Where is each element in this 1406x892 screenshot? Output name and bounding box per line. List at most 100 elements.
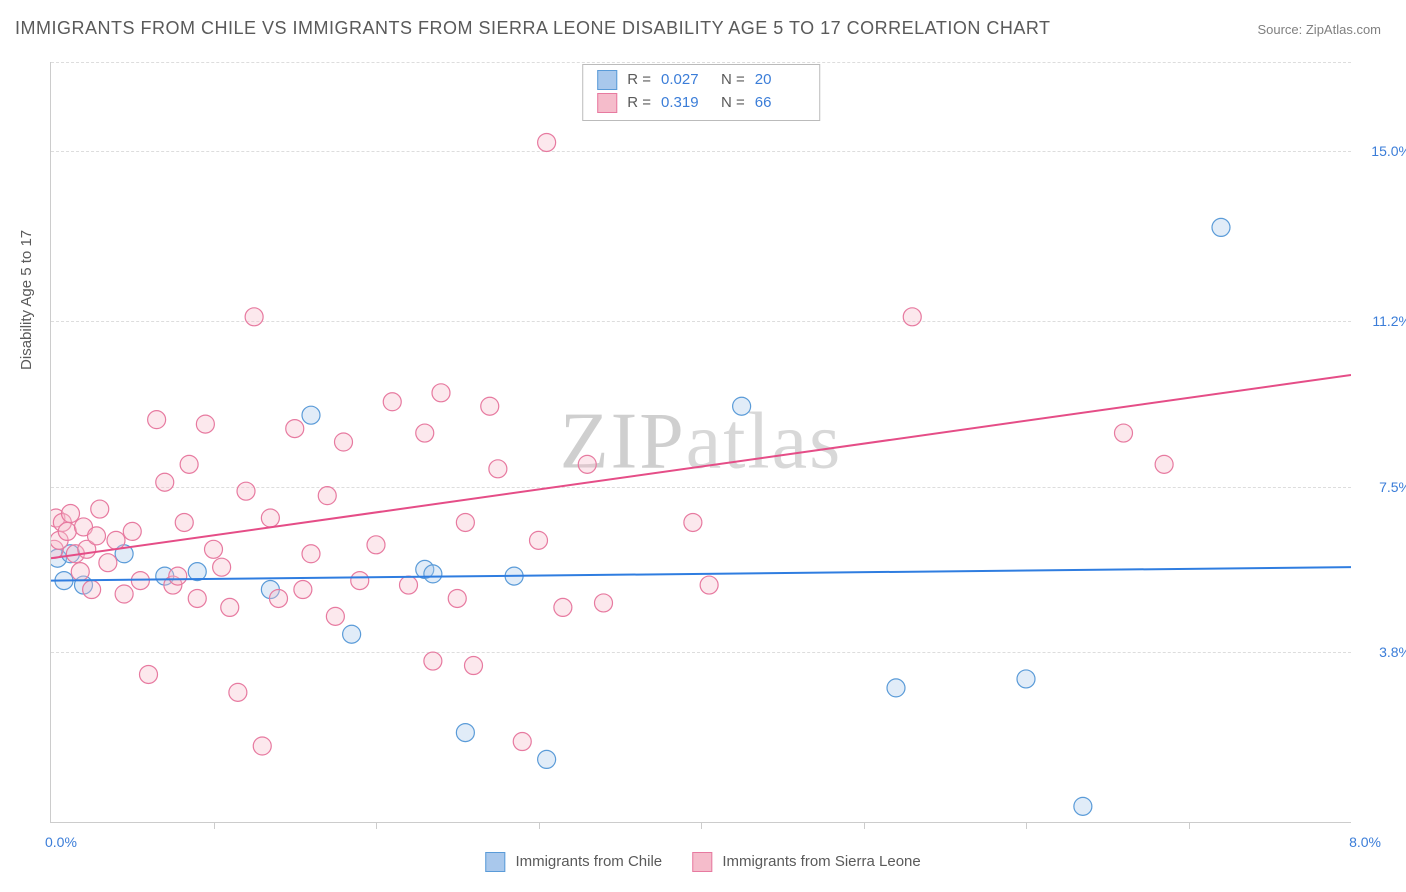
scatter-point bbox=[62, 505, 80, 523]
scatter-point bbox=[343, 625, 361, 643]
scatter-point bbox=[286, 420, 304, 438]
scatter-point bbox=[554, 598, 572, 616]
r-label: R = bbox=[627, 69, 651, 92]
scatter-point bbox=[424, 565, 442, 583]
scatter-point bbox=[733, 397, 751, 415]
scatter-point bbox=[58, 522, 76, 540]
scatter-point bbox=[229, 683, 247, 701]
stats-legend: R = 0.027 N = 20 R = 0.319 N = 66 bbox=[582, 64, 820, 121]
scatter-point bbox=[88, 527, 106, 545]
x-tick bbox=[376, 822, 377, 829]
legend-swatch-icon bbox=[597, 70, 617, 90]
scatter-point bbox=[156, 473, 174, 491]
scatter-point bbox=[578, 455, 596, 473]
scatter-point bbox=[326, 607, 344, 625]
trend-line bbox=[51, 567, 1351, 580]
scatter-point bbox=[213, 558, 231, 576]
plot-area: ZIPatlas R = 0.027 N = 20 R = 0.319 N = … bbox=[50, 62, 1351, 823]
chart-svg bbox=[51, 62, 1351, 822]
x-tick bbox=[864, 822, 865, 829]
scatter-point bbox=[1017, 670, 1035, 688]
x-axis-end-label: 8.0% bbox=[1349, 834, 1381, 850]
scatter-point bbox=[245, 308, 263, 326]
scatter-point bbox=[1212, 218, 1230, 236]
scatter-point bbox=[115, 585, 133, 603]
scatter-point bbox=[270, 589, 288, 607]
y-tick-label: 11.2% bbox=[1372, 313, 1406, 329]
scatter-point bbox=[71, 563, 89, 581]
scatter-point bbox=[595, 594, 613, 612]
scatter-point bbox=[253, 737, 271, 755]
scatter-point bbox=[318, 487, 336, 505]
legend-swatch-icon bbox=[692, 852, 712, 872]
scatter-point bbox=[351, 572, 369, 590]
scatter-point bbox=[91, 500, 109, 518]
x-tick bbox=[1189, 822, 1190, 829]
scatter-point bbox=[684, 513, 702, 531]
scatter-point bbox=[538, 133, 556, 151]
scatter-point bbox=[83, 581, 101, 599]
y-tick-label: 7.5% bbox=[1379, 479, 1406, 495]
scatter-point bbox=[123, 522, 141, 540]
scatter-point bbox=[432, 384, 450, 402]
legend-swatch-icon bbox=[485, 852, 505, 872]
legend-label: Immigrants from Chile bbox=[515, 853, 662, 870]
scatter-point bbox=[489, 460, 507, 478]
scatter-point bbox=[700, 576, 718, 594]
x-tick bbox=[214, 822, 215, 829]
legend-label: Immigrants from Sierra Leone bbox=[722, 853, 920, 870]
scatter-point bbox=[107, 531, 125, 549]
scatter-point bbox=[148, 411, 166, 429]
r-value: 0.319 bbox=[661, 92, 711, 115]
n-label: N = bbox=[721, 69, 745, 92]
r-value: 0.027 bbox=[661, 69, 711, 92]
stats-legend-row: R = 0.027 N = 20 bbox=[597, 69, 805, 92]
source-attribution: Source: ZipAtlas.com bbox=[1257, 22, 1381, 37]
scatter-point bbox=[237, 482, 255, 500]
scatter-point bbox=[335, 433, 353, 451]
scatter-point bbox=[416, 424, 434, 442]
scatter-point bbox=[196, 415, 214, 433]
scatter-point bbox=[302, 545, 320, 563]
scatter-point bbox=[538, 750, 556, 768]
n-label: N = bbox=[721, 92, 745, 115]
scatter-point bbox=[1155, 455, 1173, 473]
scatter-point bbox=[424, 652, 442, 670]
scatter-point bbox=[188, 589, 206, 607]
scatter-point bbox=[887, 679, 905, 697]
scatter-point bbox=[99, 554, 117, 572]
x-tick bbox=[1026, 822, 1027, 829]
scatter-point bbox=[456, 724, 474, 742]
scatter-point bbox=[221, 598, 239, 616]
legend-item: Immigrants from Sierra Leone bbox=[692, 852, 921, 872]
scatter-point bbox=[140, 665, 158, 683]
n-value: 20 bbox=[755, 69, 805, 92]
scatter-point bbox=[205, 540, 223, 558]
n-value: 66 bbox=[755, 92, 805, 115]
x-tick bbox=[539, 822, 540, 829]
legend-swatch-icon bbox=[597, 93, 617, 113]
scatter-point bbox=[400, 576, 418, 594]
scatter-point bbox=[465, 657, 483, 675]
scatter-point bbox=[367, 536, 385, 554]
bottom-legend: Immigrants from Chile Immigrants from Si… bbox=[485, 852, 920, 872]
stats-legend-row: R = 0.319 N = 66 bbox=[597, 92, 805, 115]
y-tick-label: 3.8% bbox=[1379, 644, 1406, 660]
scatter-point bbox=[180, 455, 198, 473]
chart-title: IMMIGRANTS FROM CHILE VS IMMIGRANTS FROM… bbox=[15, 18, 1051, 39]
scatter-point bbox=[481, 397, 499, 415]
y-axis-title: Disability Age 5 to 17 bbox=[18, 230, 35, 370]
scatter-point bbox=[261, 509, 279, 527]
y-tick-label: 15.0% bbox=[1371, 143, 1406, 159]
legend-item: Immigrants from Chile bbox=[485, 852, 662, 872]
x-tick bbox=[701, 822, 702, 829]
scatter-point bbox=[169, 567, 187, 585]
scatter-point bbox=[175, 513, 193, 531]
scatter-point bbox=[294, 581, 312, 599]
scatter-point bbox=[448, 589, 466, 607]
scatter-point bbox=[1115, 424, 1133, 442]
scatter-point bbox=[302, 406, 320, 424]
r-label: R = bbox=[627, 92, 651, 115]
scatter-point bbox=[1074, 797, 1092, 815]
scatter-point bbox=[188, 563, 206, 581]
